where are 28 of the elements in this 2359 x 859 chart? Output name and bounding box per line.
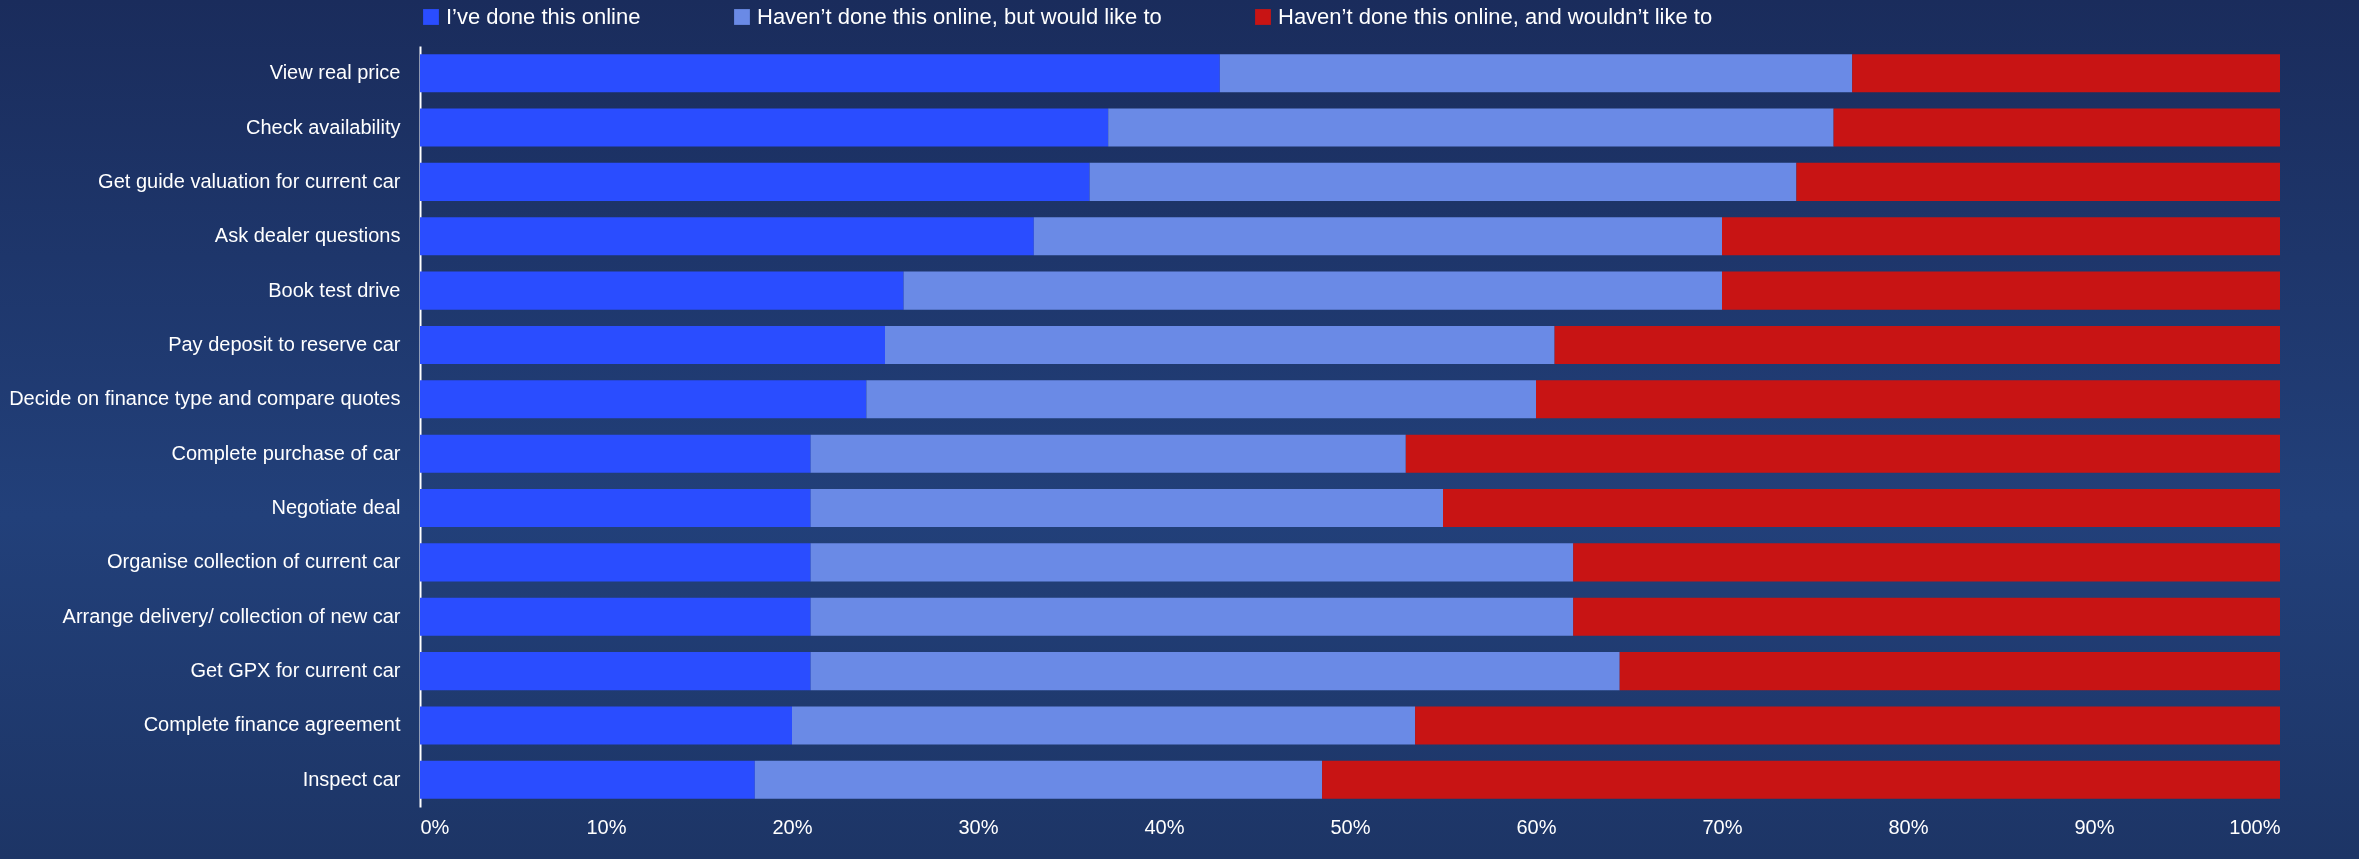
x-tick-label: 80% bbox=[1888, 815, 1929, 838]
legend-label: Haven’t done this online, and wouldn’t like to bbox=[1278, 4, 1713, 29]
y-tick-label: Decide on finance type and compare quotes bbox=[9, 387, 401, 410]
y-tick-label: Get GPX for current car bbox=[190, 659, 401, 682]
x-tick-label: 20% bbox=[772, 815, 813, 838]
y-tick-label: Ask dealer questions bbox=[214, 224, 401, 247]
x-tick-label: 50% bbox=[1330, 815, 1371, 838]
y-tick-label: Complete purchase of car bbox=[171, 441, 401, 464]
y-tick-label: Organise collection of current car bbox=[107, 550, 401, 573]
y-tick-label: Get guide valuation for current car bbox=[98, 169, 401, 192]
x-tick-label: 60% bbox=[1516, 815, 1557, 838]
y-tick-label: Book test drive bbox=[268, 278, 401, 301]
x-tick-label: 30% bbox=[958, 815, 999, 838]
y-tick-label: Inspect car bbox=[302, 767, 401, 790]
x-tick-label: 100% bbox=[2229, 815, 2281, 838]
x-tick-label: 40% bbox=[1144, 815, 1185, 838]
y-tick-label: Complete finance agreement bbox=[143, 713, 401, 736]
y-tick-label: View real price bbox=[269, 61, 401, 84]
x-tick-label: 70% bbox=[1702, 815, 1743, 838]
x-tick-label: 0% bbox=[420, 815, 450, 838]
legend-label: Haven’t done this online, but would like to bbox=[757, 4, 1162, 29]
y-tick-label: Check availability bbox=[245, 115, 401, 138]
y-tick-label: Negotiate deal bbox=[271, 496, 401, 519]
y-tick-label: Arrange delivery/ collection of new car bbox=[62, 604, 401, 627]
x-tick-label: 90% bbox=[2074, 815, 2115, 838]
y-tick-label: Pay deposit to reserve car bbox=[168, 332, 401, 355]
x-tick-label: 10% bbox=[586, 815, 627, 838]
legend-label: I’ve done this online bbox=[446, 4, 641, 29]
